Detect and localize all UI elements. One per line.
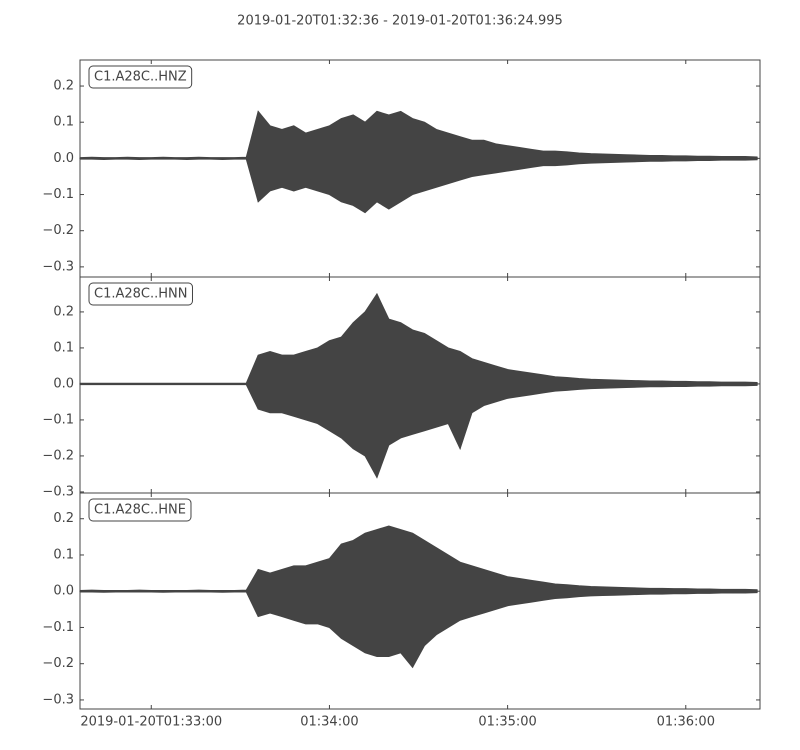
y-tick-label: 0.1 <box>53 340 74 355</box>
y-tick-label: −0.3 <box>42 692 74 707</box>
y-tick-label: 0.1 <box>53 547 74 562</box>
y-tick-label: 0.1 <box>53 115 74 130</box>
y-tick-label: 0.0 <box>53 584 74 599</box>
x-tick-label: 01:34:00 <box>300 715 358 730</box>
y-tick-label: −0.2 <box>42 448 74 463</box>
trace-label-box <box>88 282 193 306</box>
waveform-envelope <box>79 525 758 669</box>
y-tick-label: −0.3 <box>42 484 74 499</box>
y-tick-label: −0.1 <box>42 187 74 202</box>
y-tick-label: −0.2 <box>42 656 74 671</box>
x-tick-label: 01:36:00 <box>657 715 715 730</box>
trace-label: C1.A28C..HNE <box>94 503 186 518</box>
y-tick-label: 0.2 <box>53 79 74 94</box>
x-tick-label: 01:35:00 <box>478 715 536 730</box>
y-tick-label: 0.2 <box>53 511 74 526</box>
y-tick-label: −0.3 <box>42 259 74 274</box>
y-tick-label: 0.0 <box>53 151 74 166</box>
waveform-envelope <box>79 292 758 479</box>
y-tick-label: −0.1 <box>42 412 74 427</box>
figure-title: 2019-01-20T01:32:36 - 2019-01-20T01:36:2… <box>237 14 563 29</box>
x-tick-label: 2019-01-20T01:33:00 <box>80 715 222 730</box>
y-tick-label: 0.0 <box>53 376 74 391</box>
y-tick-label: 0.2 <box>53 304 74 319</box>
panel-frame <box>79 492 761 710</box>
y-tick-label: −0.2 <box>42 223 74 238</box>
waveform-envelope <box>79 110 758 214</box>
trace-label: C1.A28C..HNZ <box>94 70 187 85</box>
trace-label-box <box>88 65 193 89</box>
trace-label-box <box>88 498 192 522</box>
trace-label: C1.A28C..HNN <box>94 287 187 302</box>
y-tick-label: −0.1 <box>42 620 74 635</box>
